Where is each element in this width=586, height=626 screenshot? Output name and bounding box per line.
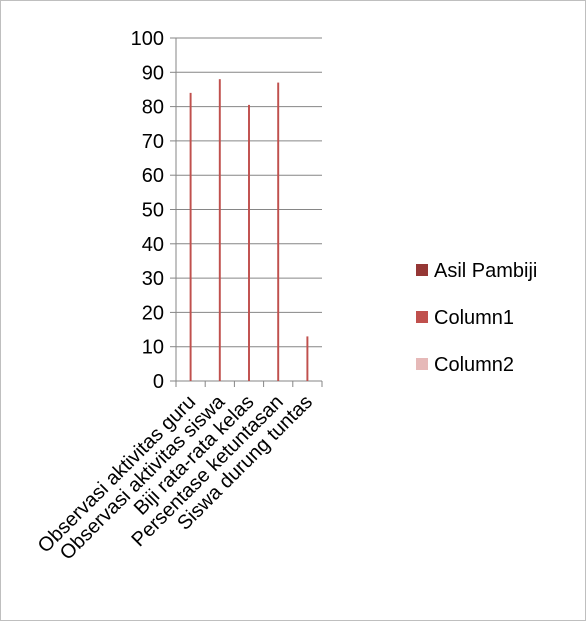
bars bbox=[189, 79, 309, 381]
legend-label: Column1 bbox=[434, 307, 514, 329]
legend-swatch bbox=[416, 311, 428, 323]
y-tick-label: 40 bbox=[142, 234, 164, 256]
y-tick-label: 100 bbox=[131, 28, 164, 50]
legend: Asil Pambiji Column1 Column2 bbox=[416, 260, 537, 376]
legend-label: Asil Pambiji bbox=[434, 260, 537, 282]
bar-column1 bbox=[189, 92, 192, 381]
y-tick-label: 0 bbox=[153, 371, 164, 393]
y-tick-labels: 0 10 20 30 40 50 60 70 80 90 100 bbox=[131, 28, 164, 393]
legend-swatch bbox=[416, 358, 428, 370]
y-tick-label: 50 bbox=[142, 200, 164, 222]
legend-swatch bbox=[416, 264, 428, 276]
y-tick-label: 10 bbox=[142, 337, 164, 359]
bar-column1 bbox=[248, 104, 250, 381]
y-tick-label: 70 bbox=[142, 131, 164, 153]
bar-column1 bbox=[218, 79, 221, 381]
y-tick-label: 20 bbox=[142, 302, 164, 324]
y-tick-label: 80 bbox=[142, 97, 164, 119]
y-tick-label: 30 bbox=[142, 268, 164, 290]
bar-column1 bbox=[306, 336, 309, 381]
legend-label: Column2 bbox=[434, 354, 514, 376]
gridlines bbox=[176, 37, 322, 348]
y-tick-label: 90 bbox=[142, 62, 164, 84]
y-tick-label: 60 bbox=[142, 165, 164, 187]
bar-column1 bbox=[277, 82, 280, 381]
